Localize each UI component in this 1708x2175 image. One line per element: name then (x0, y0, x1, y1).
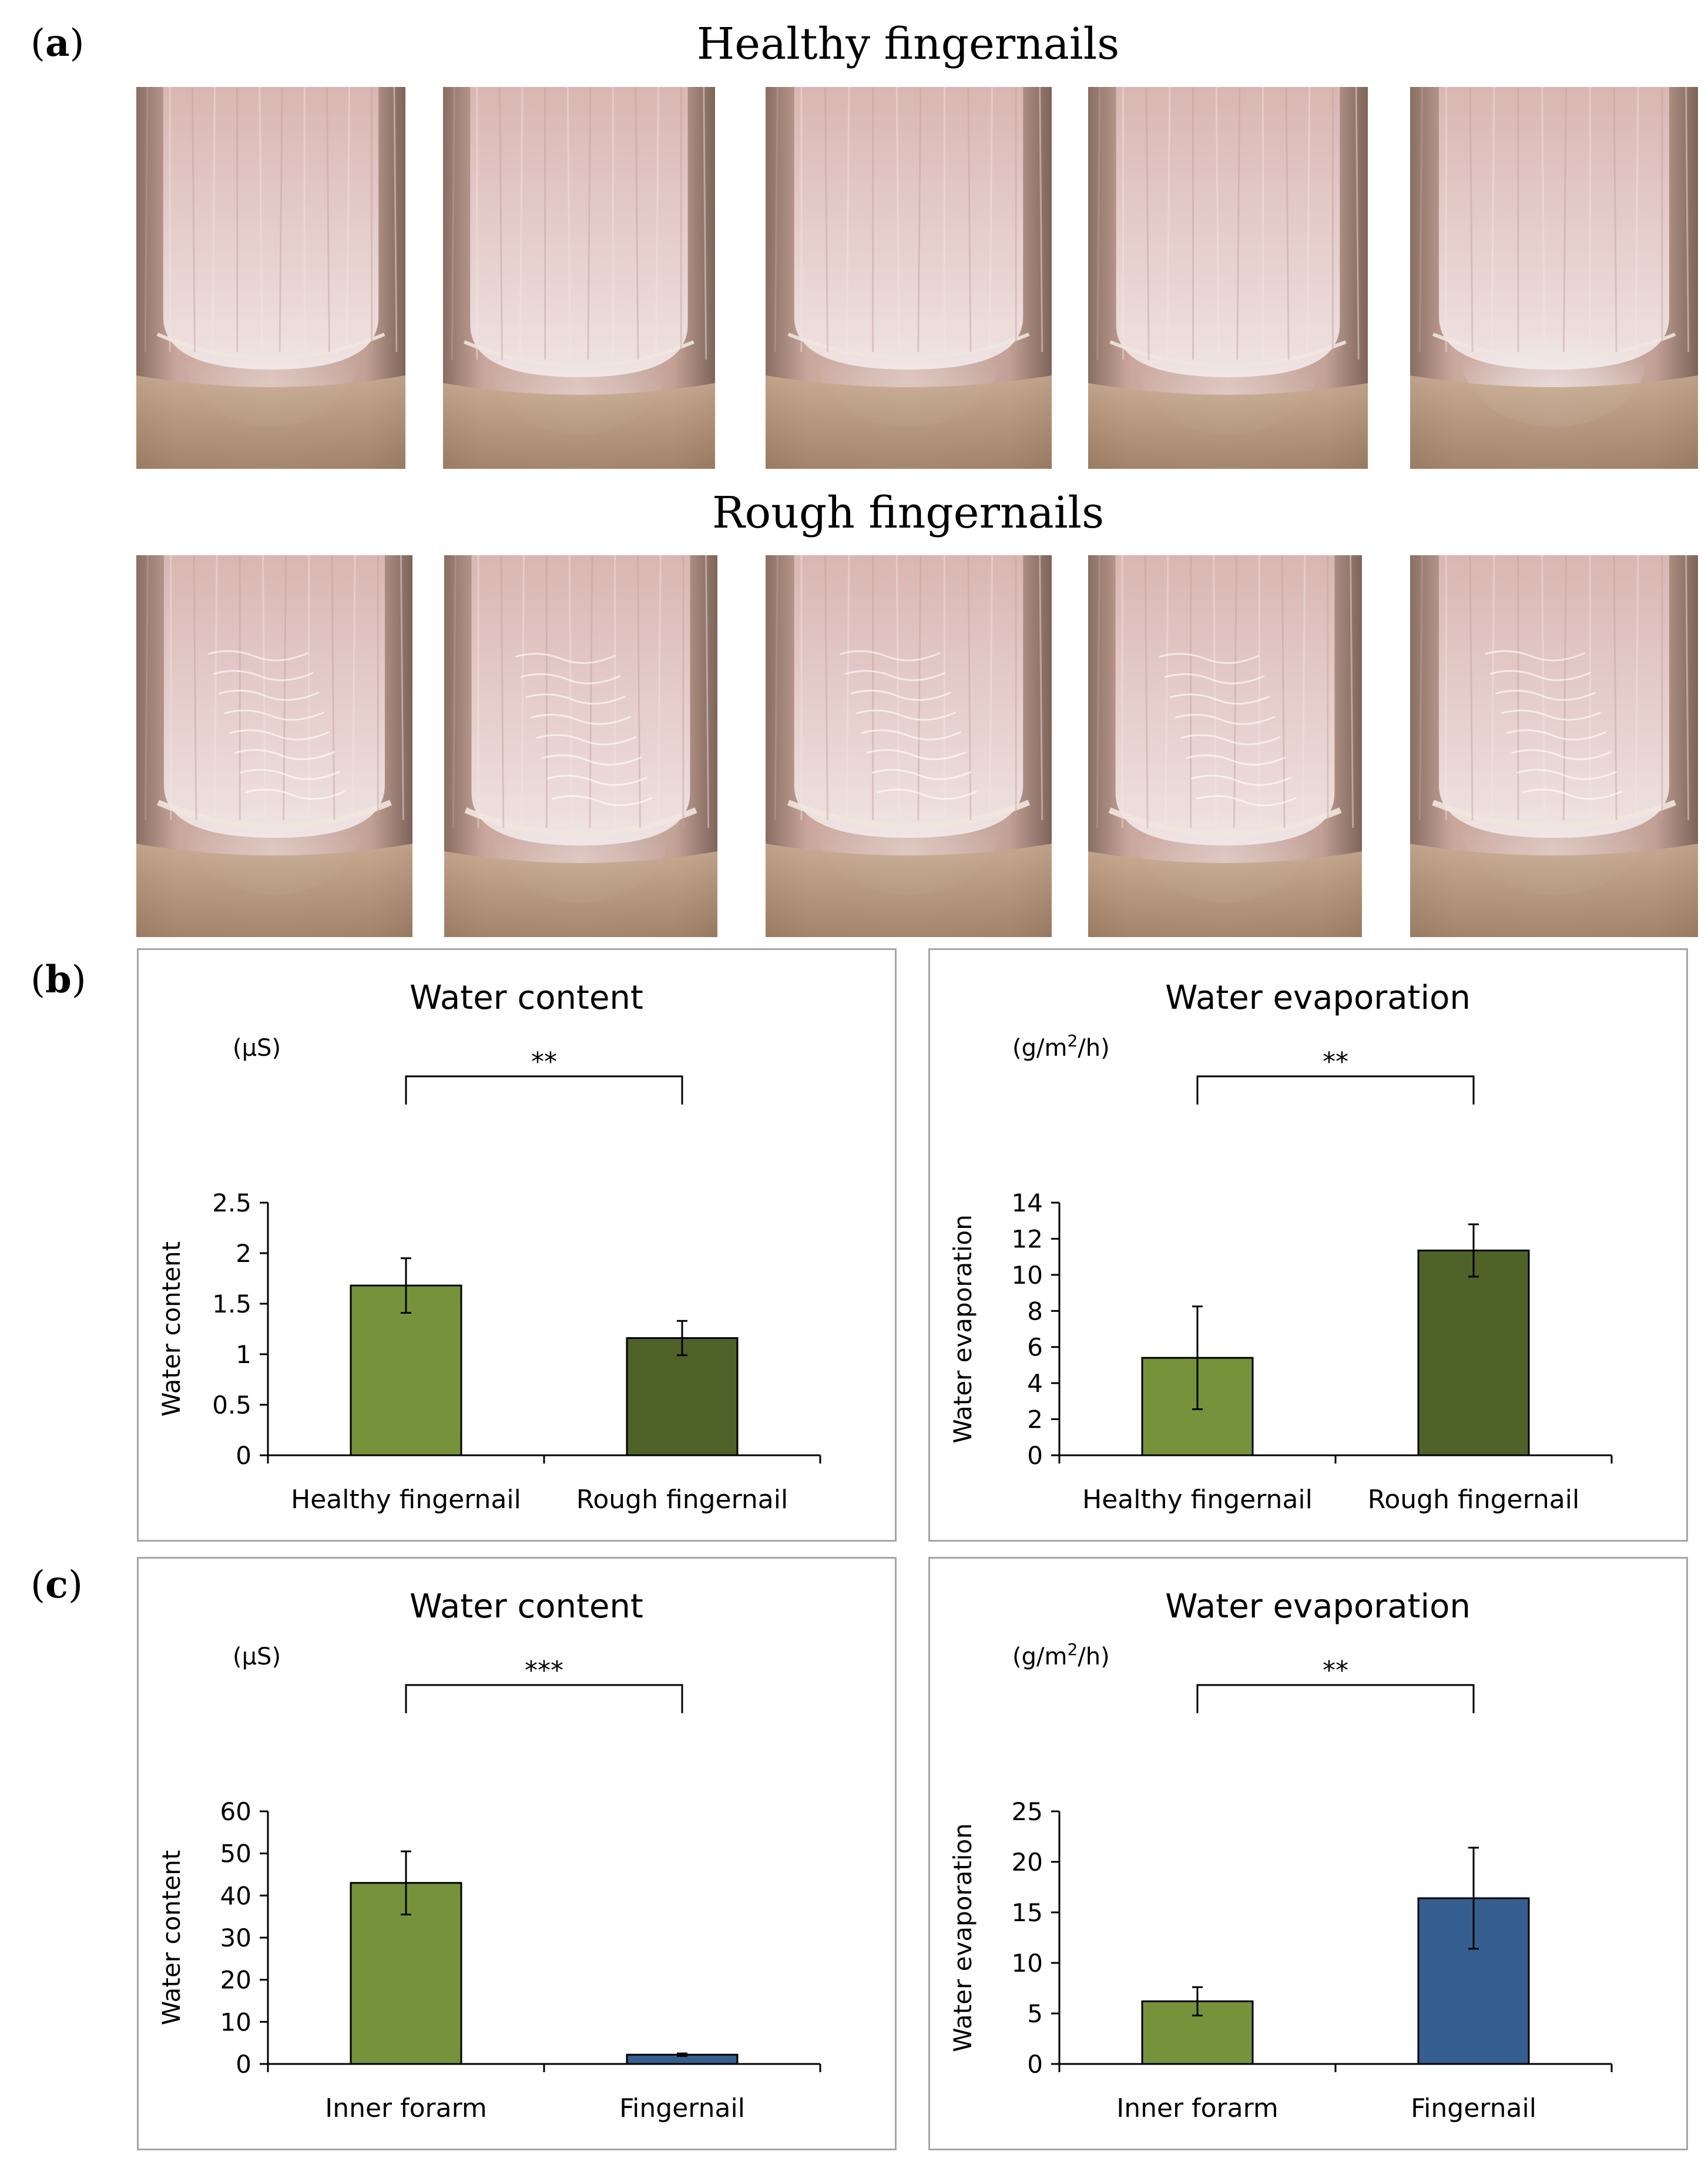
bar (1417, 1249, 1530, 1456)
y-tick-label: 50 (220, 1840, 251, 1868)
y-unit-label: (μS) (233, 1035, 281, 1062)
significance-label: *** (525, 1656, 563, 1686)
y-tick-label: 2 (1027, 1405, 1043, 1434)
chart-c-water-evaporation-svg: Water evaporation (g/m2/h) Water evaporati… (948, 1587, 1613, 2123)
chart-title: Water content (410, 979, 643, 1017)
y-tick-label: 0 (236, 1441, 251, 1470)
y-tick-label: 0 (1027, 2050, 1043, 2079)
y-tick-label: 25 (1012, 1797, 1043, 1826)
chart-b-water-content: Water content (μS) Water content 0 0.5 1 1.5 2 2… (137, 948, 897, 1542)
y-unit-label: (g/m2/h) (1012, 1640, 1110, 1670)
x-category-label: Healthy fingernail (291, 1485, 521, 1515)
rough-nail-4 (1088, 555, 1362, 937)
bar (350, 1284, 462, 1456)
panel-c-label: (c) (31, 1563, 83, 1607)
rough-nail-2 (444, 555, 717, 937)
significance-label: ** (1323, 1047, 1348, 1077)
panel-a-label-letter: a (45, 21, 70, 65)
y-tick-label: 0 (1027, 1441, 1043, 1470)
rough-nail-5 (1410, 555, 1698, 937)
rough-nail-1 (136, 555, 412, 937)
chart-c-water-content-svg: Water content (μS) Water content 0 10 20 30 40 5… (157, 1587, 821, 2123)
healthy-nail-2 (443, 87, 715, 469)
chart-b-water-content-svg: Water content (μS) Water content 0 0.5 1 1.5 2 2… (157, 979, 821, 1515)
y-tick-label: 1.5 (212, 1290, 251, 1318)
y-axis-title: Water evaporation (948, 1823, 977, 2052)
y-tick-label: 2.5 (212, 1189, 251, 1217)
significance-bracket (405, 1684, 683, 1713)
y-tick-label: 20 (220, 1966, 251, 1995)
x-category-label: Fingernail (619, 2093, 745, 2123)
x-category-label: Rough fingernail (1368, 1485, 1579, 1515)
chart-c-water-content: Water content (μS) Water content 0 10 20 30 40 5… (137, 1557, 897, 2150)
y-tick-label: 30 (220, 1924, 251, 1952)
y-axis-title: Water content (157, 1850, 186, 2025)
y-axis-title: Water content (157, 1241, 186, 1417)
y-tick-label: 0 (236, 2050, 251, 2079)
y-tick-label: 40 (220, 1881, 251, 1910)
chart-title: Water evaporation (1165, 979, 1471, 1017)
x-category-label: Inner forarm (325, 2093, 487, 2123)
chart-b-water-evaporation: Water evaporation (g/m2/h) Water evaporati… (928, 948, 1688, 1542)
y-tick-label: 1 (236, 1340, 251, 1369)
panel-c-label-letter: c (45, 1563, 68, 1607)
healthy-nail-3 (766, 87, 1052, 469)
chart-b-water-evaporation-svg: Water evaporation (g/m2/h) Water evaporati… (948, 979, 1613, 1515)
y-unit-label: (g/m2/h) (1012, 1031, 1110, 1062)
significance-label: ** (1323, 1656, 1348, 1686)
significance-bracket (1196, 1684, 1475, 1713)
y-tick-label: 8 (1027, 1297, 1043, 1325)
panel-c-label-close: ) (68, 1563, 83, 1607)
y-tick-label: 0.5 (212, 1391, 251, 1419)
rough-fingernails-title: Rough fingernails (712, 488, 1105, 538)
y-tick-label: 2 (236, 1239, 251, 1268)
panel-b-label: (b) (31, 958, 86, 1002)
panel-a-label-open: ( (31, 22, 45, 65)
significance-label: ** (531, 1047, 557, 1077)
y-tick-label: 15 (1012, 1898, 1043, 1927)
y-tick-label: 20 (1012, 1848, 1043, 1877)
x-category-label: Rough fingernail (576, 1485, 788, 1515)
chart-c-water-evaporation: Water evaporation (g/m2/h) Water evaporati… (928, 1557, 1688, 2150)
x-category-label: Inner forarm (1116, 2093, 1279, 2123)
panel-b-label-open: ( (31, 958, 45, 1002)
panel-a-label: (a) (31, 21, 84, 65)
y-tick-label: 14 (1012, 1189, 1043, 1217)
healthy-nail-4 (1088, 87, 1368, 469)
y-tick-label: 10 (1012, 1261, 1043, 1290)
significance-bracket (405, 1075, 683, 1105)
bar (626, 1337, 739, 1456)
healthy-fingernails-title: Healthy fingernails (696, 19, 1120, 69)
y-tick-label: 60 (220, 1797, 251, 1826)
x-category-label: Healthy fingernail (1082, 1485, 1313, 1515)
y-unit-label: (μS) (233, 1643, 281, 1670)
y-tick-label: 5 (1027, 1999, 1043, 2028)
y-tick-label: 12 (1012, 1224, 1043, 1253)
healthy-nail-1 (136, 87, 405, 469)
chart-title: Water content (410, 1587, 643, 1626)
y-tick-label: 10 (1012, 1949, 1043, 1978)
y-axis-title: Water evaporation (948, 1214, 977, 1444)
panel-a-label-close: ) (69, 22, 85, 65)
panel-c-label-open: ( (31, 1563, 45, 1607)
panel-b-label-close: ) (71, 958, 86, 1002)
y-tick-label: 10 (220, 2008, 251, 2036)
y-tick-label: 6 (1027, 1333, 1043, 1362)
y-tick-label: 4 (1027, 1369, 1043, 1398)
x-category-label: Fingernail (1411, 2093, 1536, 2123)
rough-nail-3 (766, 555, 1052, 937)
chart-title: Water evaporation (1165, 1587, 1471, 1626)
panel-b-label-letter: b (45, 958, 72, 1002)
significance-bracket (1196, 1075, 1475, 1105)
healthy-nail-5 (1410, 87, 1698, 469)
